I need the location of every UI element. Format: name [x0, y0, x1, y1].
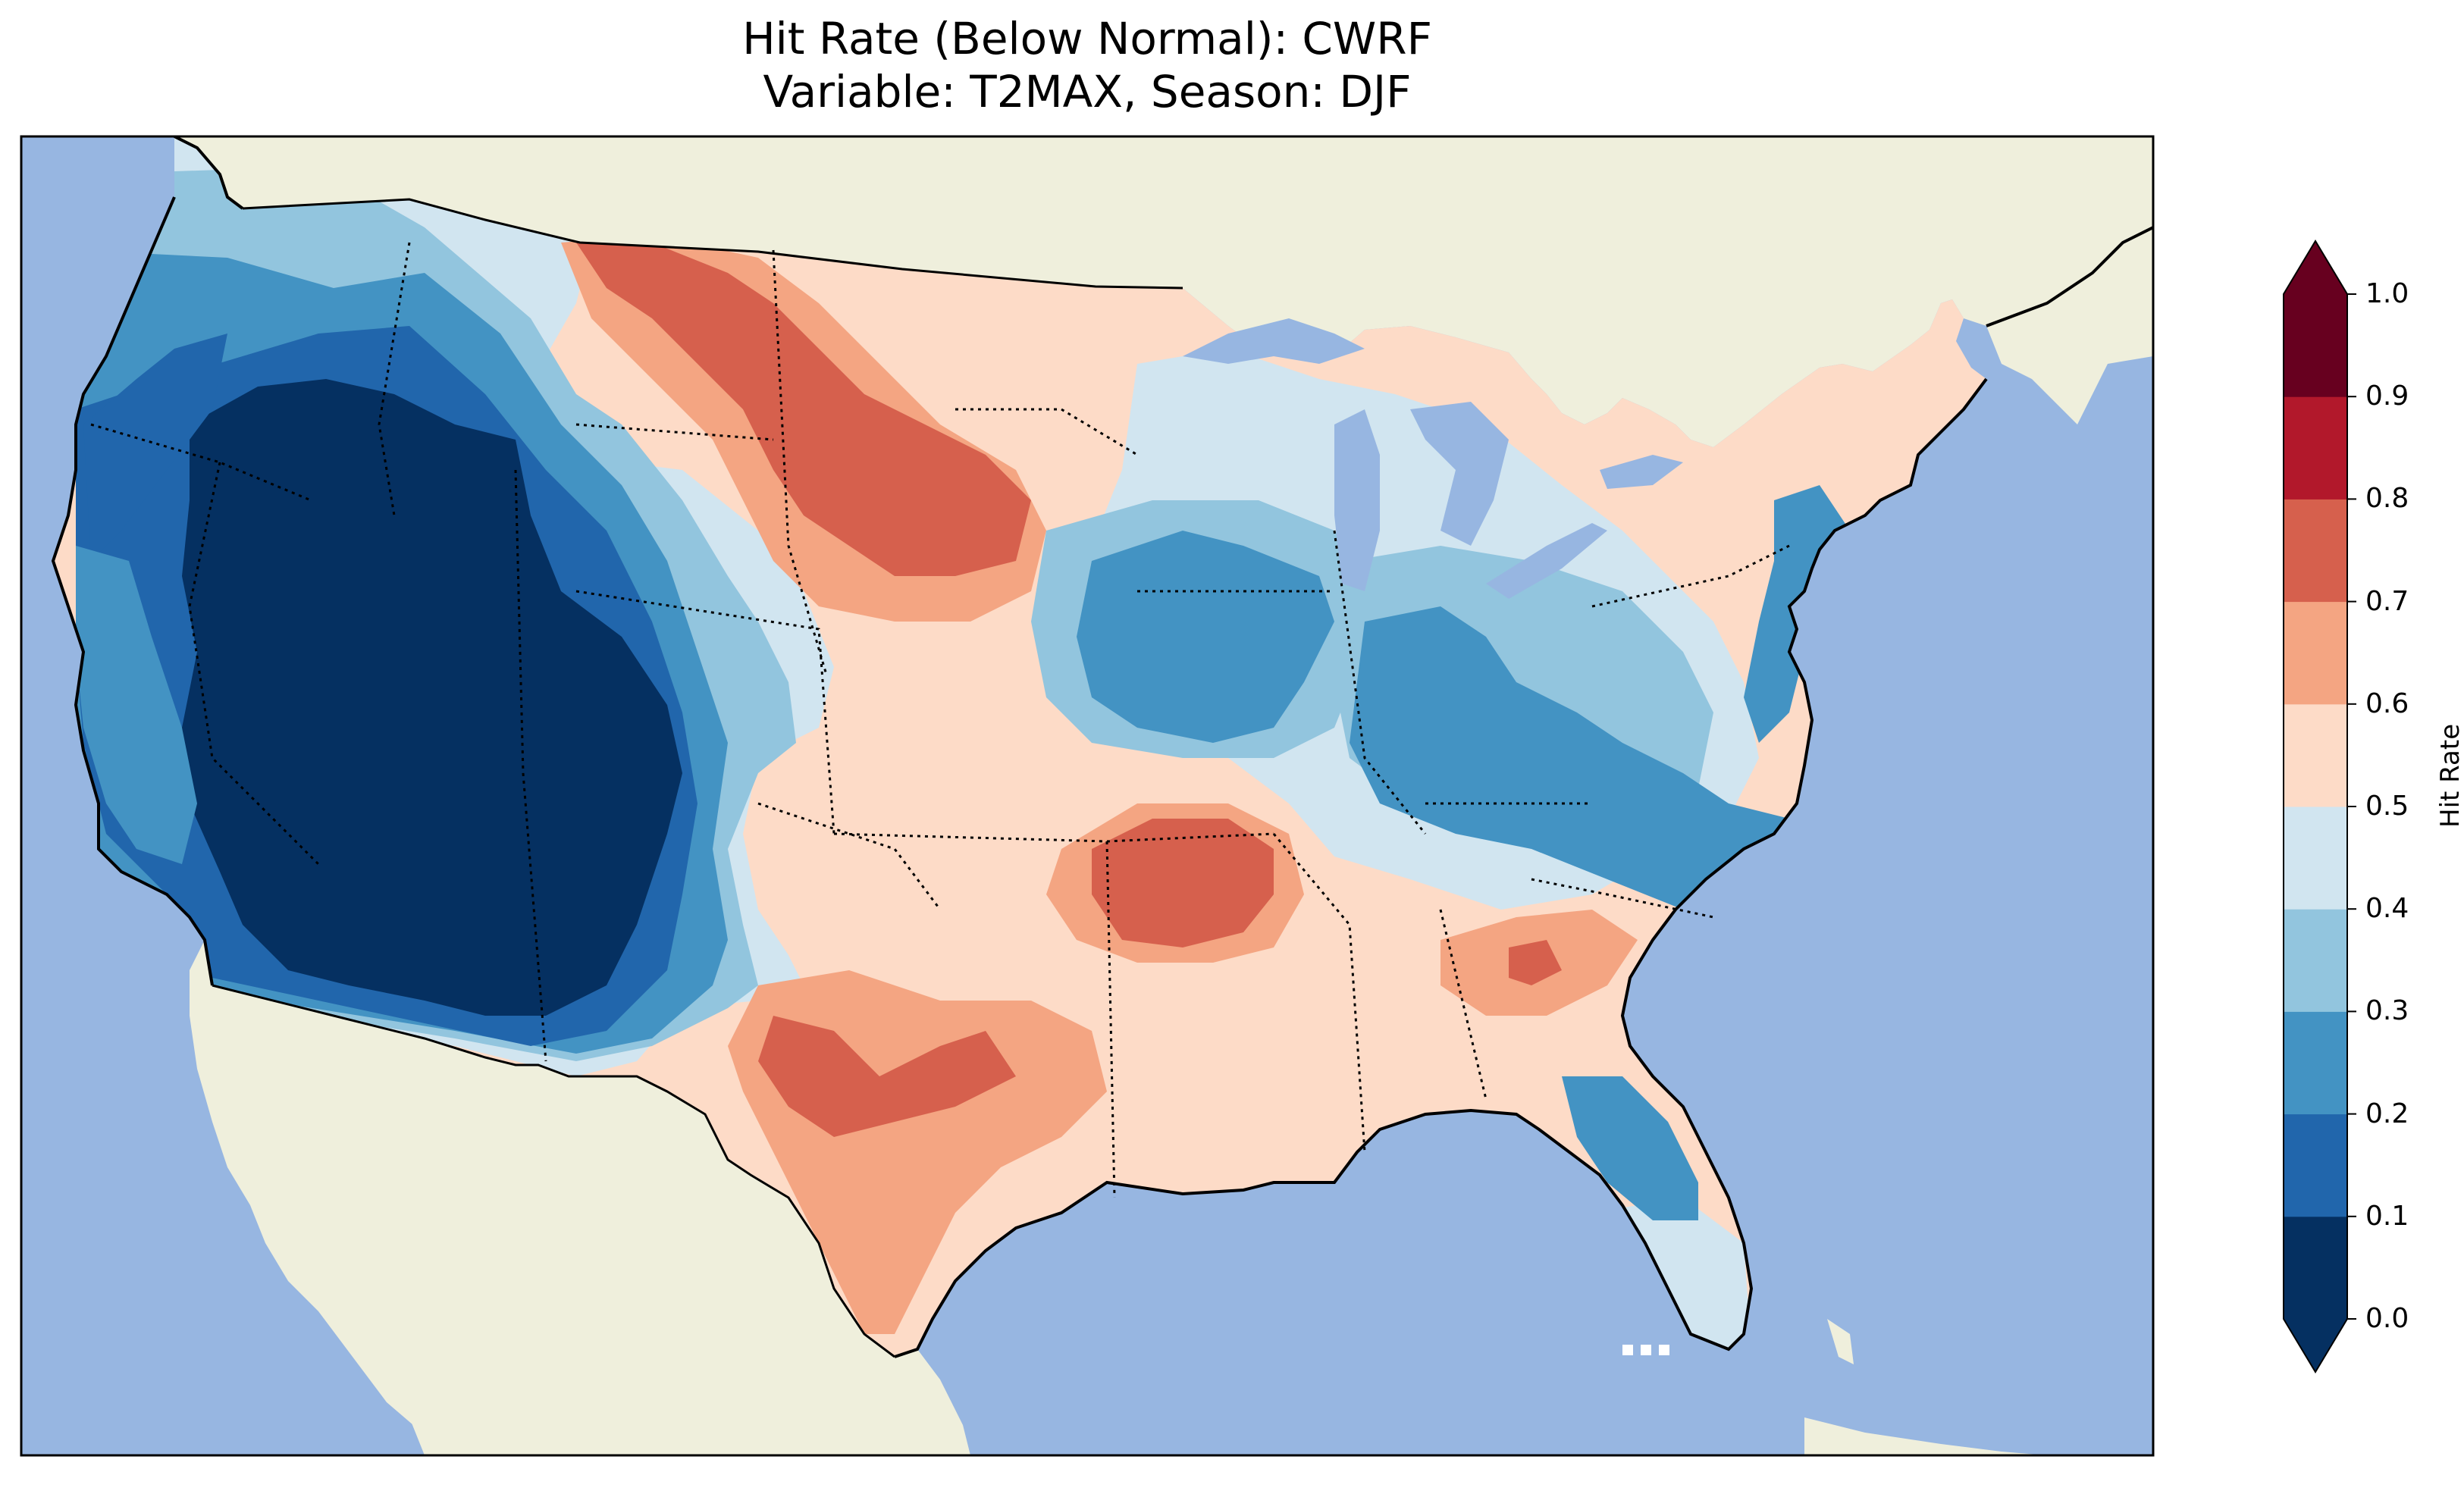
colorbar-tick-label: 0.4 — [2365, 893, 2409, 925]
border-us-canada — [242, 198, 1183, 290]
mexico-land — [212, 985, 970, 1455]
colorbar-bin-0.4-0.5 — [2284, 807, 2347, 910]
field-0.7-0.8-north — [576, 243, 1031, 576]
border-nm-tx — [757, 802, 942, 910]
lake-ontario — [1600, 455, 1683, 489]
map-title-line-1: Hit Rate (Below Normal): CWRF — [742, 13, 1432, 64]
field-0.2-0.3-florida — [1562, 1076, 1698, 1220]
colorbar-tick-label: 0.9 — [2365, 381, 2409, 412]
colorbar-tick-label: 0.2 — [2365, 1098, 2409, 1129]
border-co — [575, 590, 835, 835]
colorbar-tick-label: 0.8 — [2365, 483, 2409, 515]
field-0.2-0.3-coast — [76, 546, 197, 864]
border-mt-wy — [575, 423, 774, 441]
lake-michigan — [1334, 409, 1380, 591]
border-al-ga — [1439, 909, 1487, 1100]
colorbar — [2283, 240, 2356, 1373]
colorbar-label: Hit Rate — [2435, 723, 2464, 828]
lake-huron — [1410, 402, 1509, 546]
border-dakotas — [772, 249, 828, 675]
border-mn — [955, 408, 1138, 456]
country-borders — [212, 198, 1183, 1358]
border-il-in — [1333, 530, 1427, 835]
colorbar-tick-label: 0.0 — [2365, 1303, 2409, 1334]
field-0.7-0.8-texas — [758, 1016, 1016, 1137]
bahamas-land — [1827, 1319, 1854, 1364]
colorbar-tick-label: 0.7 — [2365, 585, 2409, 617]
border-or-ca — [90, 423, 312, 502]
colorbar-bin-0.9-1.0 — [2284, 294, 2347, 397]
colorbar-tick-label: 1.0 — [2365, 278, 2409, 309]
colorbar-bin-0.0-0.1 — [2284, 1216, 2347, 1320]
field-0.0-0.1-west — [182, 379, 682, 1016]
lake-erie — [1486, 523, 1607, 599]
coast-maritimes — [1986, 226, 2153, 327]
no-data-pixel — [1641, 1345, 1651, 1355]
colorbar-bin-0.3-0.4 — [2284, 909, 2347, 1012]
border-ms — [1272, 833, 1366, 1153]
colorbar-bin-0.5-0.6 — [2284, 703, 2347, 807]
coast-gulf-atlantic — [894, 377, 1988, 1358]
border-us-mexico — [212, 984, 895, 1358]
border-nc — [1531, 878, 1714, 919]
field-0.7-0.8-georgia — [1509, 940, 1562, 985]
border-ut-co — [514, 469, 547, 1062]
field-0.7-0.8-arkansas — [1092, 819, 1274, 947]
no-data-pixel — [1659, 1345, 1669, 1355]
colorbar-bin-0.7-0.8 — [2284, 499, 2347, 603]
colorbar-extend-min — [2284, 1319, 2347, 1372]
map-frame — [20, 135, 2155, 1457]
coast-pacific — [51, 196, 214, 986]
state-borders — [90, 242, 1790, 1198]
colorbar-bin-0.2-0.3 — [2284, 1011, 2347, 1115]
field-0.1-0.2-nw — [83, 334, 227, 561]
colorbar-tick-label: 0.6 — [2365, 687, 2409, 719]
field-0.2-0.3-midwest — [1077, 531, 1334, 743]
coastlines — [51, 136, 2153, 1358]
border-ar-tx — [1105, 841, 1116, 1198]
baja-land — [190, 940, 425, 1425]
canada-land — [174, 136, 2153, 447]
colorbar-bin-0.8-0.9 — [2284, 396, 2347, 500]
colorbar-tick-label: 0.5 — [2365, 791, 2409, 822]
border-id-wa — [378, 242, 411, 516]
maritimes-land — [1986, 227, 2153, 379]
coast-wa — [174, 136, 244, 210]
colorbar-bin-0.1-0.2 — [2284, 1113, 2347, 1217]
colorbar-extend-max — [2284, 241, 2347, 294]
border-pa-ny — [1591, 544, 1790, 608]
colorbar-bin-0.6-0.7 — [2284, 601, 2347, 705]
lake-superior — [1183, 318, 1365, 364]
colorbar-tick-label: 0.3 — [2365, 995, 2409, 1027]
map-title-line-2: Variable: T2MAX, Season: DJF — [763, 66, 1412, 117]
no-data-pixel — [1622, 1345, 1633, 1355]
field-0.2-0.3-ohio — [1350, 606, 1804, 910]
cuba-land — [1804, 1417, 2047, 1455]
colorbar-tick-label: 0.1 — [2365, 1200, 2409, 1232]
